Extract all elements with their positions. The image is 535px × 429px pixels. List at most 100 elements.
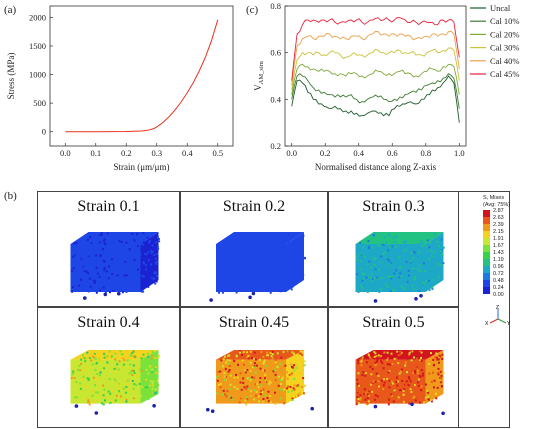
contour-speckle [247, 357, 250, 360]
contour-speckle [264, 373, 267, 376]
contour-speckle [419, 238, 422, 241]
contour-speckle [156, 374, 158, 377]
contour-speckle [126, 265, 129, 268]
contour-speckle [267, 400, 270, 403]
contour-speckle [217, 370, 220, 373]
contour-speckle [262, 369, 265, 372]
contour-speckle [273, 239, 276, 242]
contour-speckle [412, 396, 415, 399]
strain-panel-title: Strain 0.3 [362, 198, 425, 215]
contour-speckle [133, 266, 136, 269]
contour-speckle [244, 234, 247, 237]
contour-speckle [276, 239, 279, 242]
contour-speckle [381, 352, 384, 355]
contour-speckle [114, 401, 117, 404]
contour-speckle [376, 276, 379, 279]
contour-speckle [386, 377, 389, 380]
contour-speckle [418, 264, 421, 267]
colorbar-tick-label: 1.91 [493, 236, 504, 242]
contour-speckle [92, 356, 95, 358]
contour-speckle [272, 246, 274, 248]
colorbar-title: S, Mises [483, 195, 504, 201]
contour-speckle [289, 262, 292, 265]
cube-side-face [286, 350, 304, 404]
contour-speckle [154, 357, 157, 359]
contour-speckle [434, 260, 437, 263]
contour-speckle [272, 375, 274, 377]
contour-speckle [277, 256, 279, 259]
contour-speckle [255, 240, 258, 243]
stray-particle [103, 292, 108, 297]
contour-speckle [86, 358, 89, 361]
contour-speckle [93, 357, 96, 360]
x-axis-label: Strain (μm/μm) [114, 162, 170, 172]
contour-speckle [131, 369, 134, 372]
contour-speckle [422, 372, 425, 375]
contour-speckle [367, 353, 370, 356]
contour-speckle [291, 378, 294, 381]
contour-speckle [216, 256, 219, 259]
contour-speckle [79, 387, 82, 390]
contour-speckle [420, 369, 423, 371]
contour-speckle [396, 384, 399, 387]
contour-speckle [123, 285, 126, 288]
contour-speckle [375, 363, 378, 366]
contour-speckle [427, 395, 430, 398]
contour-speckle [359, 260, 362, 263]
contour-speckle [89, 257, 92, 260]
contour-speckle [152, 391, 155, 394]
contour-speckle [440, 238, 443, 241]
stray-particle [410, 402, 414, 407]
contour-speckle [135, 384, 138, 387]
contour-speckle [123, 274, 126, 277]
contour-speckle [155, 261, 158, 264]
contour-speckle [253, 365, 256, 368]
contour-speckle [436, 372, 439, 375]
contour-speckle [94, 384, 96, 387]
contour-speckle [226, 359, 229, 362]
contour-speckle [218, 243, 221, 246]
contour-speckle [111, 394, 114, 397]
contour-speckle [141, 274, 144, 277]
colorbar-tick-label: 1.67 [493, 243, 504, 249]
contour-speckle [145, 233, 148, 236]
y-tick-label: 1000 [29, 70, 46, 80]
contour-speckle [155, 280, 158, 283]
contour-speckle [274, 358, 277, 361]
contour-speckle [96, 244, 99, 247]
contour-speckle [76, 396, 79, 399]
contour-speckle [298, 277, 301, 280]
contour-speckle [368, 246, 370, 248]
contour-speckle [242, 381, 245, 384]
series-line-uncal [291, 75, 460, 123]
contour-speckle [82, 375, 85, 378]
contour-speckle [97, 248, 100, 251]
contour-speckle [243, 233, 246, 236]
contour-speckle [118, 244, 121, 247]
contour-speckle [118, 360, 121, 363]
contour-speckle [289, 385, 292, 388]
contour-speckle [377, 380, 380, 383]
contour-speckle [122, 363, 125, 366]
contour-speckle [119, 354, 122, 357]
contour-speckle [225, 361, 228, 364]
contour-speckle [355, 403, 358, 406]
contour-speckle [75, 242, 78, 244]
contour-speckle [433, 232, 436, 235]
contour-speckle [235, 291, 238, 294]
contour-speckle [147, 285, 150, 288]
contour-speckle [387, 233, 390, 236]
contour-speckle [261, 288, 264, 291]
contour-speckle [71, 265, 74, 268]
contour-speckle [136, 374, 139, 377]
contour-speckle [235, 373, 237, 376]
contour-speckle [112, 283, 115, 286]
contour-speckle [298, 246, 301, 249]
contour-speckle [287, 273, 290, 276]
contour-speckle [229, 374, 232, 377]
contour-speckle [118, 240, 121, 243]
contour-speckle [145, 368, 148, 371]
contour-speckle [129, 353, 132, 356]
contour-speckle [373, 350, 376, 353]
contour-speckle [83, 266, 86, 269]
